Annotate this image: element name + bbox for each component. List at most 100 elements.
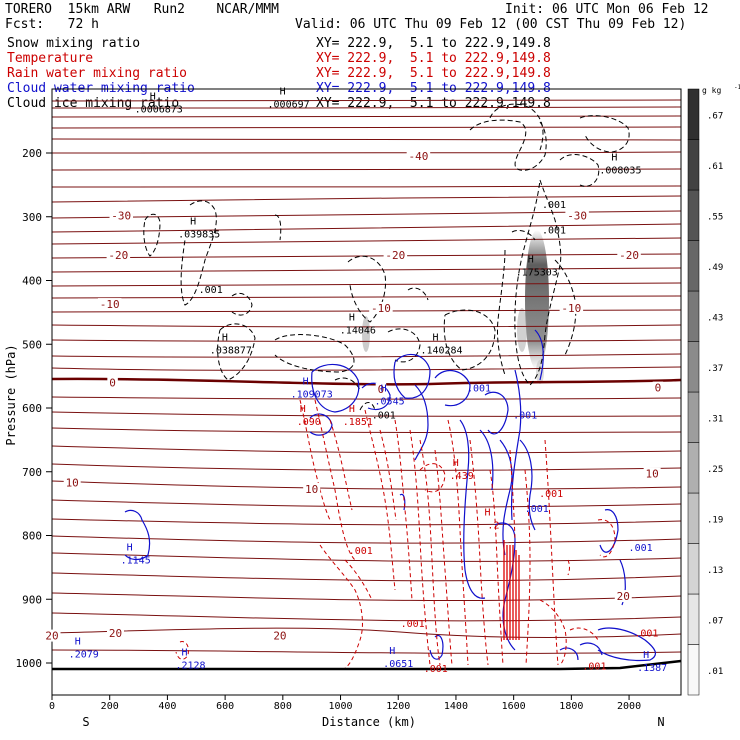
isotherm-label: -10 [100, 298, 120, 311]
header-valid: Valid: 06 UTC Thu 09 Feb 12 (00 CST Thu … [295, 17, 687, 32]
isotherm-line [52, 552, 681, 562]
isotherm-label-bg [369, 301, 393, 314]
maximum-marker: H [643, 650, 649, 661]
snow-contour [559, 154, 600, 187]
cloud-water-contour [459, 419, 486, 599]
contour-label: .001 [424, 664, 448, 675]
contour-label: .001 [539, 489, 563, 500]
maximum-marker: H [349, 313, 355, 324]
isotherm-label: 10 [646, 468, 659, 481]
isotherm-label: 0 [655, 382, 662, 395]
ice-contour [217, 323, 256, 381]
contour-label: .001 [542, 226, 566, 237]
isotherm-line [52, 324, 681, 328]
maximum-value: .008035 [599, 166, 641, 177]
isotherm-line [52, 627, 681, 638]
legend-label-cloud-ice: Cloud ice mixing ratio [7, 96, 180, 111]
x-tick-label: 1400 [444, 701, 468, 712]
maximum-marker: H [75, 636, 81, 647]
contour-label: .001 [525, 504, 549, 515]
rain-contour [469, 439, 489, 666]
cloud-water-contour [579, 642, 603, 656]
isotherm-line [52, 185, 681, 188]
ice-contour [407, 287, 429, 301]
rain-contour [489, 469, 504, 666]
isotherm-line [52, 282, 681, 287]
maximum-marker: H [528, 255, 534, 266]
maximum-value: .439 [450, 471, 474, 482]
isotherm-label: -20 [385, 249, 405, 262]
isotherm-line [52, 445, 681, 454]
x-tick-label: 600 [216, 701, 234, 712]
contour-label: .001 [582, 662, 606, 673]
isotherm-label: 10 [66, 477, 79, 490]
maximum-marker: H [222, 332, 228, 343]
contour-label: .001 [199, 285, 223, 296]
isotherm-line [52, 612, 681, 622]
isotherm-line [52, 366, 681, 371]
isotherm-line [52, 339, 681, 342]
contour-labels: -40 -30 -30 -20 -20 -20 -10 -10 -10 0 0 0 10 10 10 20 20… [43, 86, 667, 675]
y-tick-label: 400 [22, 275, 42, 288]
maximum-value: .1145 [121, 556, 151, 567]
ice-contour [443, 309, 496, 371]
maximum-value: .090 [297, 417, 321, 428]
isotherm-line [52, 99, 681, 102]
maximum-marker: H [190, 216, 196, 227]
colorbar-swatch [687, 543, 700, 595]
maximum-marker: H [611, 153, 617, 164]
rain-contour [394, 419, 413, 601]
colorbar-tick-label: .61 [707, 162, 723, 172]
maximum-marker: H [300, 404, 306, 415]
contour-label: .001 [467, 384, 491, 395]
isotherm-line [52, 427, 681, 434]
isotherm-line [52, 499, 681, 508]
heavy-rain-core [503, 540, 520, 640]
isotherm-line [52, 253, 681, 259]
isotherm-label: 20 [109, 627, 122, 640]
contour-label: .001 [401, 619, 425, 630]
snow-shading-left [362, 316, 370, 352]
colorbar-swatch [687, 644, 700, 696]
isotherm-line [52, 223, 681, 233]
cloud-water-contour [414, 384, 429, 461]
rain-contour [567, 559, 570, 576]
isotherm-line [52, 396, 681, 400]
y-tick-label: 1000 [16, 657, 43, 670]
x-tick-label: 200 [101, 701, 119, 712]
isotherm-label: 0 [109, 377, 116, 390]
rain-contour [539, 599, 567, 666]
maximum-marker: H [433, 332, 439, 343]
rain-contour [329, 419, 353, 511]
isotherm-line [52, 115, 681, 118]
rain-contour [409, 429, 431, 666]
rain-contour [447, 419, 469, 666]
x-tick-label: 0 [49, 701, 55, 712]
maximum-value: .1851 [343, 417, 373, 428]
isotherm-line [52, 572, 681, 582]
ice-contour [143, 213, 161, 257]
snow-contour [579, 115, 630, 153]
colorbar-tick-label: .07 [707, 616, 723, 626]
isotherm-line [52, 267, 681, 273]
isotherm-label-bg [643, 467, 661, 480]
isotherm-line [52, 411, 681, 417]
maximum-marker: H [150, 91, 156, 102]
maximum-marker: H [389, 646, 395, 657]
cloud-water-contour [311, 363, 360, 413]
ice-contour [514, 179, 562, 386]
legend-label-rain: Rain water mixing ratio [7, 66, 188, 81]
cloud-water-contour [510, 369, 522, 521]
maximum-value: .0545 [375, 396, 405, 407]
isotherm-label-bg [106, 249, 131, 261]
y-tick-label: 200 [22, 147, 42, 160]
cloud-water-contour [599, 509, 619, 553]
ice-contour [274, 214, 282, 241]
rain-contour [509, 449, 516, 541]
rain-contour [175, 641, 189, 660]
cloud-water-contour [499, 439, 513, 556]
colorbar-tick-label: .13 [707, 566, 723, 576]
isotherm-label-bg [652, 381, 664, 394]
isotherm-label: -20 [108, 249, 128, 262]
